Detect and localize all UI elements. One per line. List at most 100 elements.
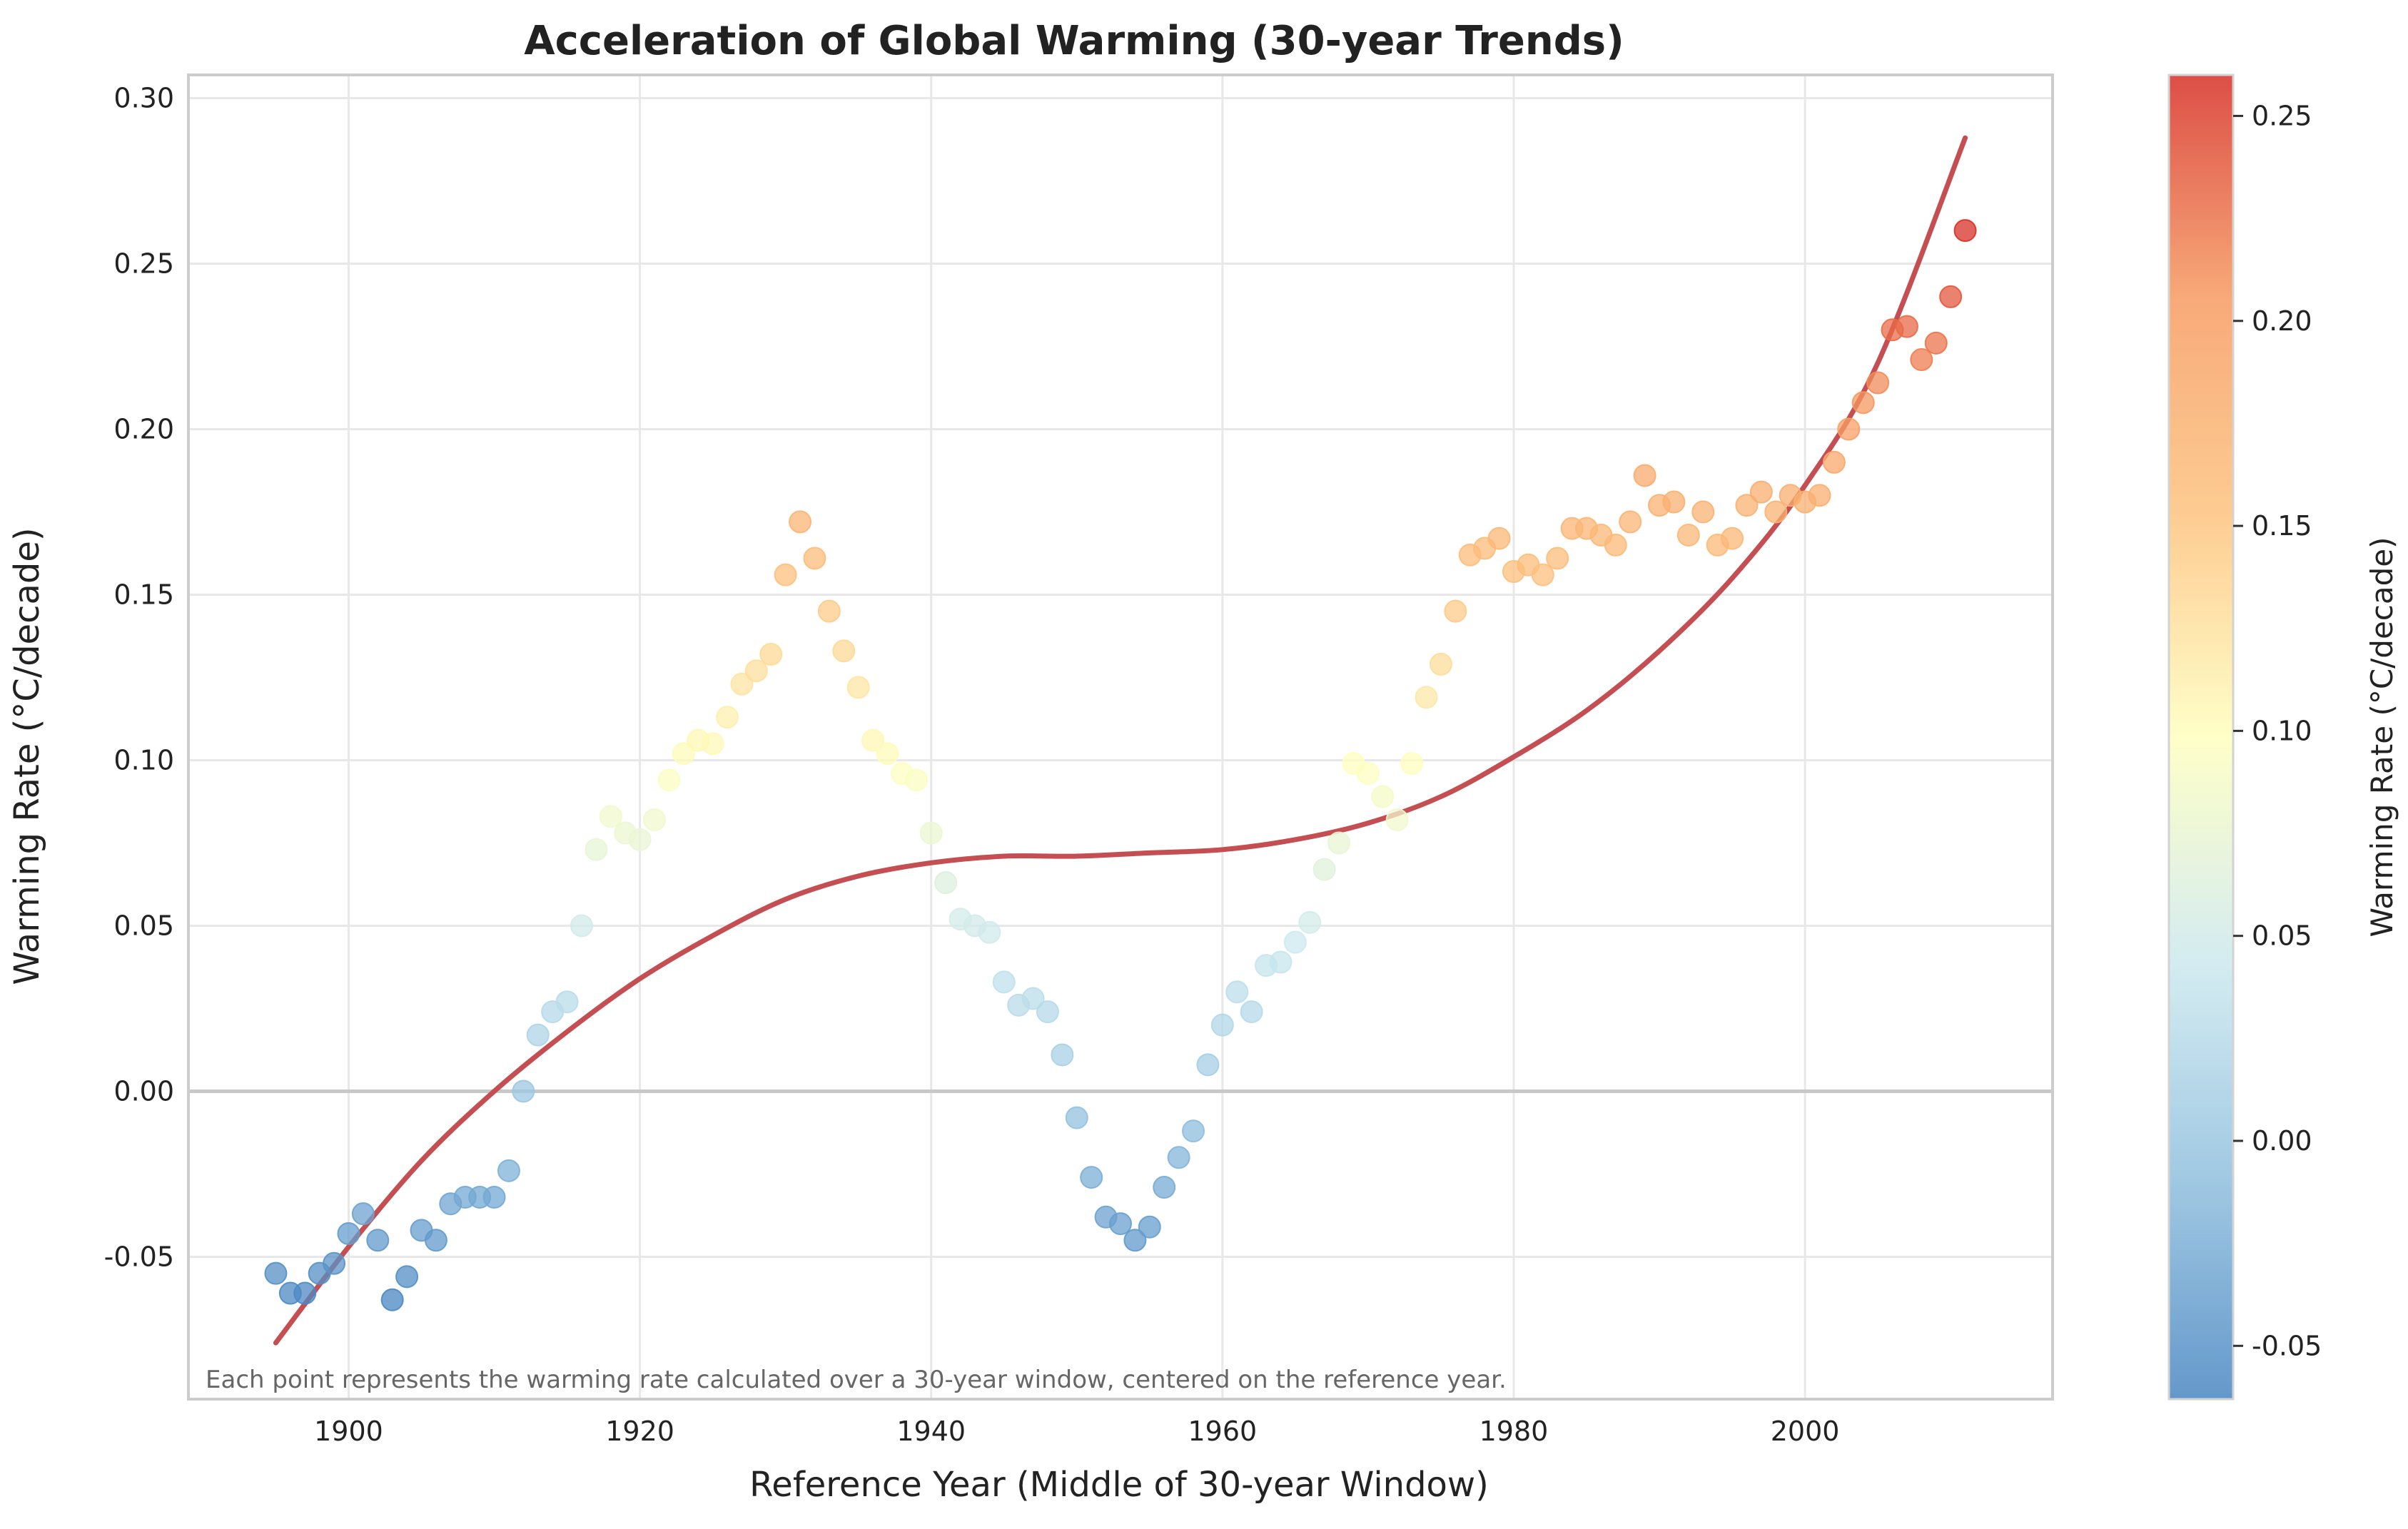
data-point: [264, 1261, 288, 1285]
colorbar-tick-label: 0.15: [2252, 510, 2312, 542]
x-tick-label: 1960: [1188, 1416, 1257, 1447]
data-points: [264, 219, 1977, 1311]
data-point: [497, 1159, 520, 1182]
data-point: [1691, 500, 1715, 524]
data-point: [1487, 527, 1511, 550]
data-point: [1080, 1166, 1103, 1189]
data-point: [744, 659, 768, 683]
data-point: [643, 808, 666, 831]
data-point: [1065, 1106, 1088, 1129]
data-point: [1676, 523, 1700, 547]
y-tick-label: 0.25: [113, 248, 174, 279]
chart-title: Acceleration of Global Warming (30-year …: [524, 18, 1624, 64]
data-point: [599, 805, 622, 828]
y-tick-label: 0.30: [113, 82, 174, 113]
data-point: [1167, 1146, 1190, 1169]
data-point: [1138, 1215, 1161, 1239]
data-point: [337, 1222, 360, 1245]
data-point: [482, 1185, 506, 1209]
data-point: [1109, 1212, 1132, 1236]
data-point: [1851, 391, 1875, 415]
data-point: [1822, 450, 1846, 474]
data-point: [1210, 1013, 1234, 1037]
data-point: [555, 990, 579, 1014]
data-point: [789, 510, 812, 534]
data-point: [585, 838, 608, 861]
colorbar-label: Warming Rate (°C/decade): [2364, 537, 2399, 937]
data-point: [1749, 480, 1773, 504]
data-point: [1385, 808, 1409, 831]
chart-annotation: Each point represents the warming rate c…: [206, 1366, 1507, 1394]
y-tick-label: -0.05: [104, 1241, 174, 1272]
data-point: [526, 1023, 550, 1047]
data-point: [730, 672, 754, 696]
data-point: [701, 732, 724, 756]
data-point: [1051, 1043, 1074, 1067]
x-tick-label: 2000: [1771, 1416, 1840, 1447]
data-point: [1196, 1053, 1220, 1077]
data-point: [1866, 371, 1890, 395]
data-point: [628, 828, 652, 851]
y-axis-ticks: -0.05 0.00 0.05 0.10 0.15 0.20 0.25 0.30: [104, 82, 174, 1272]
colorbar-ticks: -0.05 0.00 0.05 0.10 0.15 0.20 0.25: [2233, 100, 2322, 1361]
data-point: [1283, 930, 1307, 954]
data-point: [1327, 831, 1351, 855]
x-tick-label: 1900: [314, 1416, 383, 1447]
colorbar-tick-label: 0.20: [2252, 305, 2312, 337]
data-point: [1400, 752, 1424, 776]
data-point: [1415, 686, 1438, 709]
data-point: [716, 706, 739, 729]
data-point: [1939, 285, 1963, 308]
data-point: [846, 676, 870, 699]
data-point: [424, 1229, 447, 1252]
y-axis-label: Warming Rate (°C/decade): [7, 527, 47, 985]
data-point: [1429, 652, 1452, 676]
data-point: [759, 643, 783, 666]
data-point: [1444, 599, 1467, 623]
plot-frame: [187, 73, 2054, 1401]
data-point: [1225, 980, 1249, 1004]
colorbar-tick-label: 0.10: [2252, 715, 2312, 746]
y-tick-label: 0.20: [113, 413, 174, 445]
data-point: [1312, 858, 1336, 881]
data-point: [978, 920, 1001, 944]
data-point: [1531, 563, 1554, 586]
data-point: [1633, 464, 1656, 487]
x-tick-label: 1920: [605, 1416, 674, 1447]
y-tick-label: 0.00: [113, 1075, 174, 1107]
x-tick-label: 1980: [1479, 1416, 1549, 1447]
data-point: [1153, 1176, 1176, 1199]
data-point: [817, 599, 841, 623]
colorbar-tick-label: 0.00: [2252, 1125, 2312, 1157]
x-axis-label: Reference Year (Middle of 30-year Window…: [749, 1465, 1489, 1505]
data-point: [672, 742, 695, 766]
data-point: [395, 1265, 419, 1289]
data-point: [1953, 219, 1977, 243]
data-point: [1298, 910, 1322, 934]
data-point: [1910, 348, 1933, 372]
data-point: [1356, 762, 1380, 786]
data-point: [1895, 315, 1918, 338]
colorbar-tick-label: 0.05: [2252, 920, 2312, 952]
data-point: [1546, 547, 1569, 570]
data-point: [570, 914, 593, 938]
data-point: [1021, 987, 1045, 1010]
data-point: [323, 1251, 346, 1275]
data-point: [1123, 1229, 1147, 1252]
data-point: [1662, 490, 1686, 514]
y-tick-label: 0.10: [113, 744, 174, 776]
data-point: [1808, 484, 1831, 507]
y-tick-label: 0.15: [113, 579, 174, 610]
trend-curve: [273, 135, 1968, 1346]
data-point: [774, 563, 797, 586]
data-point: [1721, 527, 1744, 550]
data-point: [366, 1229, 390, 1252]
data-point: [905, 768, 929, 792]
data-point: [1036, 1000, 1059, 1024]
data-point: [1604, 533, 1627, 557]
data-point: [919, 821, 943, 845]
data-point: [512, 1080, 535, 1103]
colorbar-tick-label: -0.05: [2252, 1330, 2322, 1361]
data-point: [1619, 510, 1642, 534]
data-point: [1837, 417, 1861, 441]
